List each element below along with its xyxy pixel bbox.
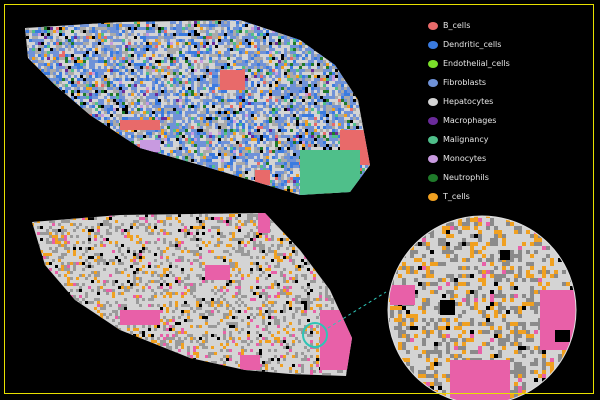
zoom-region-marker	[302, 322, 328, 348]
legend-item: Fibroblasts	[428, 73, 510, 92]
legend-swatch-icon	[428, 116, 438, 125]
legend-item: Malignancy	[428, 130, 510, 149]
legend-label: Malignancy	[443, 135, 489, 144]
legend-swatch-icon	[428, 173, 438, 182]
legend-item: Hepatocytes	[428, 92, 510, 111]
legend-item: Monocytes	[428, 149, 510, 168]
tissue-map-cell-types	[25, 20, 370, 195]
legend-item: Dendritic_cells	[428, 35, 510, 54]
legend-swatch-icon	[428, 135, 438, 144]
legend-label: Fibroblasts	[443, 78, 487, 87]
legend-swatch-icon	[428, 97, 438, 106]
legend-label: T_cells	[443, 192, 470, 201]
legend-swatch-icon	[428, 21, 438, 30]
legend-item: T_cells	[428, 187, 510, 206]
legend-item: B_cells	[428, 16, 510, 35]
zoom-circle-outline	[387, 215, 577, 400]
frame-border	[4, 4, 594, 394]
legend-label: B_cells	[443, 21, 471, 30]
legend: B_cells Dendritic_cells Endothelial_cells F…	[428, 16, 510, 206]
legend-label: Neutrophils	[443, 173, 489, 182]
legend-swatch-icon	[428, 192, 438, 201]
legend-label: Endothelial_cells	[443, 59, 510, 68]
legend-label: Monocytes	[443, 154, 487, 163]
legend-label: Macrophages	[443, 116, 497, 125]
legend-item: Neutrophils	[428, 168, 510, 187]
legend-item: Macrophages	[428, 111, 510, 130]
legend-swatch-icon	[428, 59, 438, 68]
zoom-connector-line	[327, 291, 387, 329]
legend-swatch-icon	[428, 40, 438, 49]
zoomed-region	[388, 216, 576, 400]
legend-label: Dendritic_cells	[443, 40, 502, 49]
legend-label: Hepatocytes	[443, 97, 494, 106]
legend-swatch-icon	[428, 78, 438, 87]
legend-swatch-icon	[428, 154, 438, 163]
legend-item: Endothelial_cells	[428, 54, 510, 73]
